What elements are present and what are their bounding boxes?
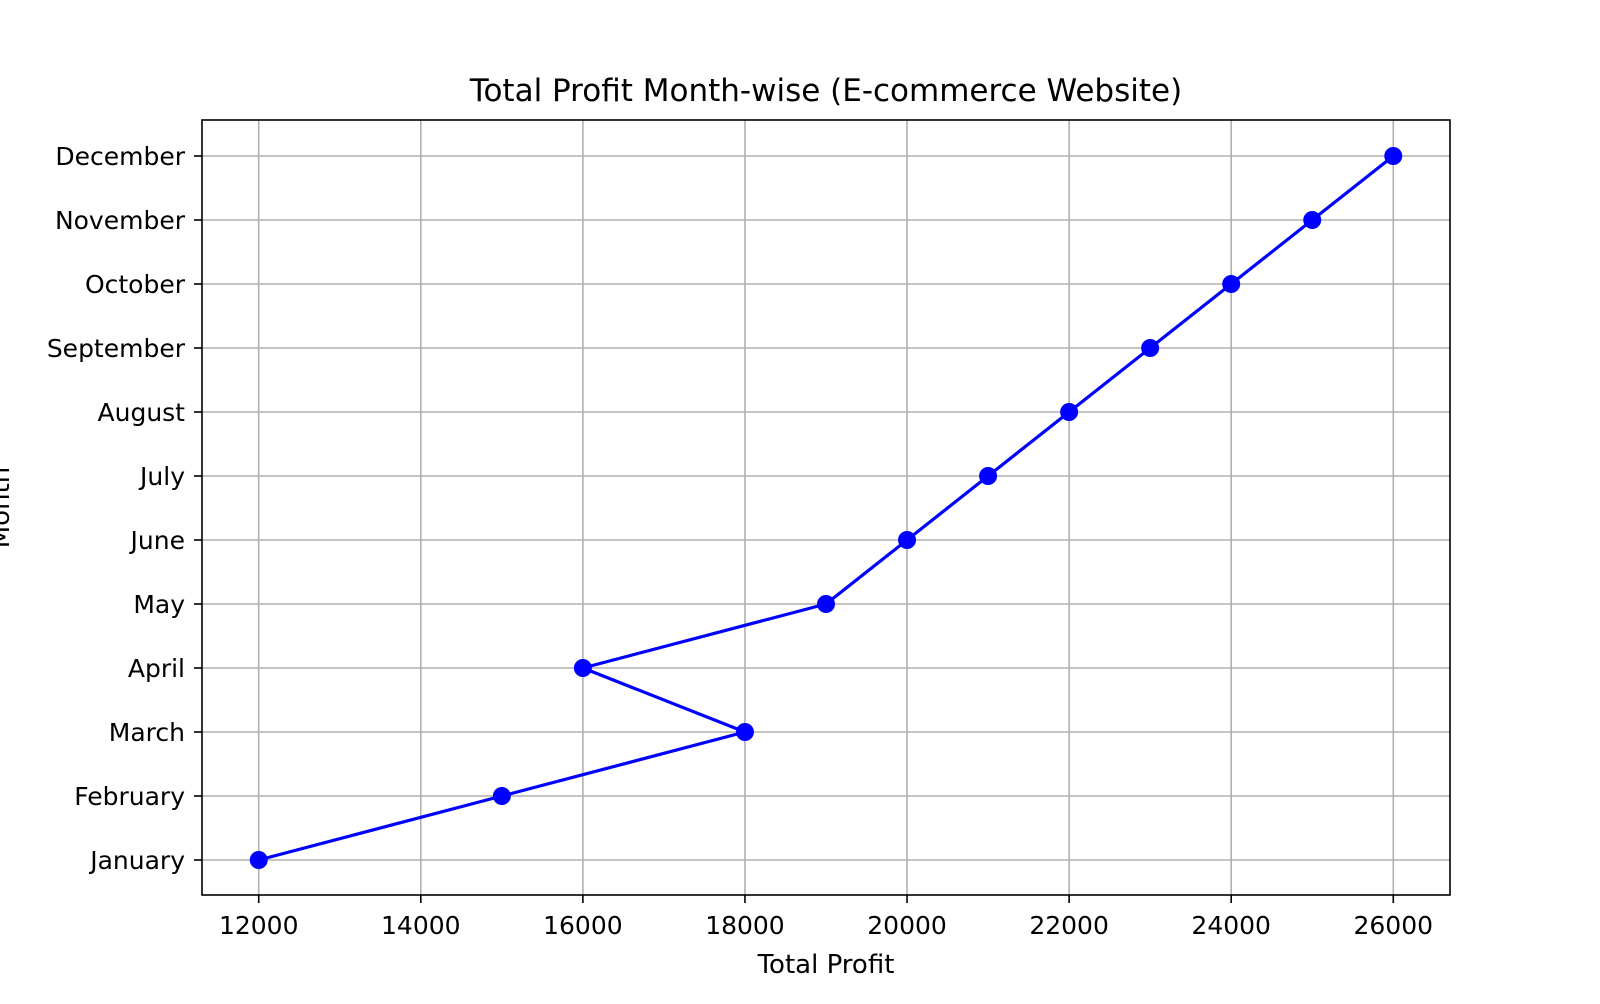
y-tick-label: November bbox=[55, 206, 186, 235]
y-tick-label: May bbox=[133, 590, 185, 619]
data-point bbox=[492, 787, 511, 805]
plot-frame bbox=[201, 119, 1451, 896]
y-tick-label: December bbox=[55, 142, 185, 171]
data-point bbox=[735, 723, 754, 741]
y-tick-label: March bbox=[109, 718, 185, 747]
y-tick-label: January bbox=[88, 846, 185, 875]
chart-title: Total Profit Month-wise (E-commerce Webs… bbox=[469, 73, 1182, 109]
x-tick-label: 20000 bbox=[867, 911, 947, 940]
y-tick-label: August bbox=[98, 398, 186, 427]
y-tick-label: June bbox=[129, 526, 185, 555]
data-point bbox=[573, 659, 592, 677]
y-tick-label: July bbox=[138, 462, 185, 491]
x-tick-label: 18000 bbox=[705, 911, 785, 940]
data-point bbox=[1060, 403, 1079, 421]
x-tick-label: 14000 bbox=[381, 911, 461, 940]
x-tick-label: 12000 bbox=[219, 911, 299, 940]
data-point bbox=[1141, 339, 1160, 357]
data-point bbox=[1384, 147, 1403, 165]
x-axis-label: Total Profit bbox=[757, 950, 895, 980]
ticks: 12000 14000 16000 18000 20000 22000 24000 26000… bbox=[47, 142, 1433, 940]
x-tick-label: 26000 bbox=[1354, 911, 1434, 940]
x-tick-label: 22000 bbox=[1029, 911, 1109, 940]
y-tick-label: February bbox=[74, 782, 185, 811]
data-point bbox=[817, 595, 835, 613]
y-axis-label: Month bbox=[0, 467, 16, 549]
data-point bbox=[1303, 211, 1322, 229]
y-tick-label: September bbox=[47, 334, 186, 363]
data-point bbox=[1222, 275, 1241, 293]
series-line bbox=[258, 154, 1395, 862]
y-tick-label: April bbox=[128, 654, 185, 683]
x-tick-label: 16000 bbox=[543, 911, 623, 940]
series-layer bbox=[249, 147, 1403, 869]
data-point bbox=[979, 467, 998, 485]
y-tick-label: October bbox=[85, 270, 186, 299]
data-point bbox=[898, 531, 917, 549]
x-tick-label: 24000 bbox=[1191, 911, 1271, 940]
data-point bbox=[249, 851, 268, 869]
